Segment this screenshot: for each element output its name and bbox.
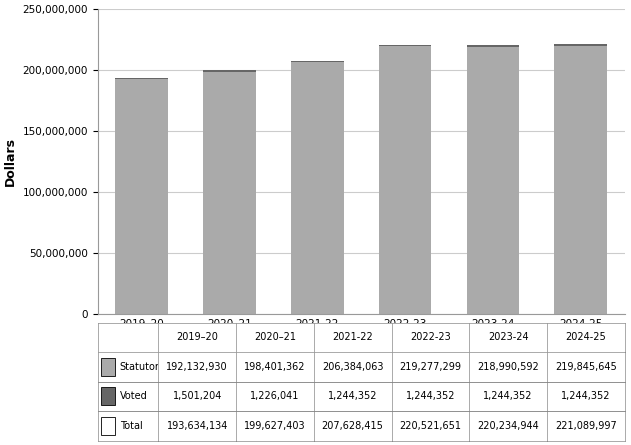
Text: 199,627,403: 199,627,403 — [244, 421, 306, 431]
Text: 192,132,930: 192,132,930 — [167, 362, 228, 372]
Text: 2024-25: 2024-25 — [565, 332, 606, 342]
Text: 220,521,651: 220,521,651 — [399, 421, 461, 431]
Text: 206,384,063: 206,384,063 — [322, 362, 384, 372]
Bar — [555, 44, 607, 46]
Bar — [115, 80, 168, 314]
Text: 1,501,204: 1,501,204 — [172, 391, 222, 401]
Text: 218,990,592: 218,990,592 — [477, 362, 539, 372]
Bar — [102, 417, 115, 435]
Text: 219,845,645: 219,845,645 — [555, 362, 616, 372]
Text: 1,244,352: 1,244,352 — [328, 391, 377, 401]
Text: Total: Total — [120, 421, 143, 431]
Bar — [379, 46, 432, 314]
Text: 220,234,944: 220,234,944 — [477, 421, 539, 431]
Y-axis label: Dollars: Dollars — [4, 137, 17, 186]
Bar — [379, 45, 432, 46]
Text: Statutory: Statutory — [120, 362, 165, 372]
Bar — [291, 61, 344, 62]
Bar — [115, 77, 168, 80]
Bar — [203, 70, 256, 72]
Text: 207,628,415: 207,628,415 — [322, 421, 384, 431]
Text: Voted: Voted — [120, 391, 148, 401]
Text: 2022-23: 2022-23 — [410, 332, 451, 342]
Bar — [102, 358, 115, 376]
Text: 1,244,352: 1,244,352 — [406, 391, 455, 401]
Text: 219,277,299: 219,277,299 — [399, 362, 461, 372]
Bar — [203, 72, 256, 314]
Text: 1,244,352: 1,244,352 — [483, 391, 533, 401]
Bar — [467, 45, 519, 47]
Text: 221,089,997: 221,089,997 — [555, 421, 616, 431]
Text: 2023-24: 2023-24 — [488, 332, 528, 342]
Text: 1,244,352: 1,244,352 — [561, 391, 611, 401]
Text: 2020–21: 2020–21 — [254, 332, 296, 342]
Bar — [291, 62, 344, 314]
Bar — [467, 47, 519, 314]
Text: 193,634,134: 193,634,134 — [167, 421, 228, 431]
Text: 2019–20: 2019–20 — [176, 332, 218, 342]
Bar — [102, 388, 115, 405]
Text: 2021-22: 2021-22 — [333, 332, 373, 342]
Text: 198,401,362: 198,401,362 — [244, 362, 306, 372]
Bar — [555, 46, 607, 314]
Text: 1,226,041: 1,226,041 — [251, 391, 300, 401]
